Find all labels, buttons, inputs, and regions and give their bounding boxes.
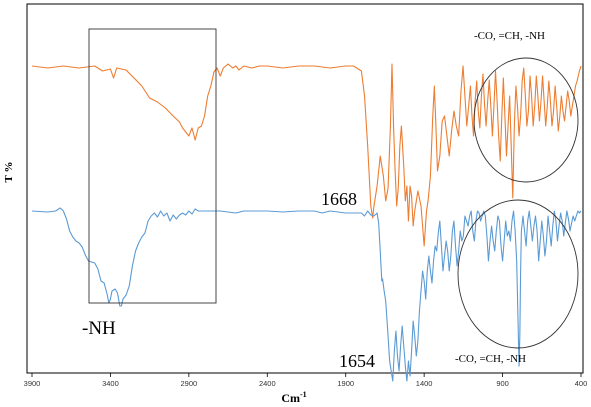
nh-label: -NH [82, 318, 116, 339]
x-tick-label: 1400 [416, 379, 433, 388]
x-tick-label: 900 [496, 379, 509, 388]
plot-frame [26, 3, 584, 374]
spectrum-line-upper [31, 63, 582, 247]
peak-label-1668: 1668 [321, 189, 357, 209]
x-axis-ticks: 3900 3400 2900 2400 1900 1400 900 400 [24, 373, 588, 388]
upper-ellipse-label: -CO, =CH, -NH [474, 30, 545, 42]
upper-ellipse [473, 57, 579, 183]
spectra-lines [31, 63, 582, 382]
lower-ellipse-label: -CO, =CH, -NH [455, 353, 526, 365]
x-tick-label: 2900 [181, 379, 198, 388]
nh-highlight-box [88, 28, 217, 304]
x-tick-label: 400 [575, 379, 588, 388]
x-tick-label: 1900 [337, 379, 354, 388]
x-axis-label: Cm-1 [281, 390, 306, 405]
x-tick-label: 3400 [102, 379, 119, 388]
spectrum-line-lower [31, 207, 582, 382]
lower-ellipse [457, 199, 579, 349]
x-tick-label: 2400 [259, 379, 276, 388]
y-axis-label: T % [3, 162, 15, 183]
peak-label-1654: 1654 [339, 351, 375, 371]
x-tick-label: 3900 [24, 379, 41, 388]
